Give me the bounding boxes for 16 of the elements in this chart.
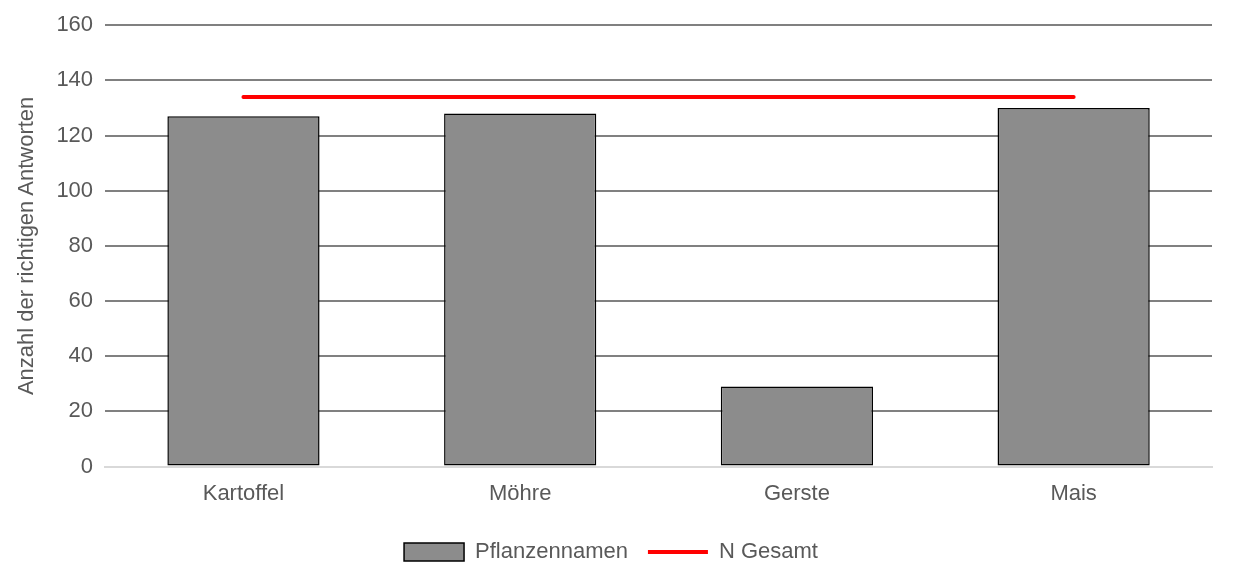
- y-tick-label: 0: [80, 452, 94, 478]
- y-tick-label: 120: [56, 121, 94, 147]
- y-tick-label: 20: [68, 397, 94, 423]
- y-tick-label: 100: [56, 176, 94, 202]
- x-tick-label: Gerste: [763, 479, 830, 505]
- y-tick-label: 140: [56, 66, 94, 92]
- y-tick-label: 40: [68, 342, 94, 368]
- x-tick-label: Möhre: [489, 479, 552, 505]
- legend-label: Pflanzennamen: [475, 538, 628, 564]
- y-axis-title: Anzahl der richtigen Antworten: [13, 96, 39, 396]
- y-tick-label: 60: [68, 287, 94, 313]
- x-tick-label: Kartoffel: [202, 479, 285, 505]
- y-tick-label: 160: [56, 11, 94, 37]
- legend-label: N Gesamt: [718, 538, 818, 564]
- y-tick-label: 80: [68, 231, 94, 257]
- x-tick-label: Mais: [1050, 479, 1097, 505]
